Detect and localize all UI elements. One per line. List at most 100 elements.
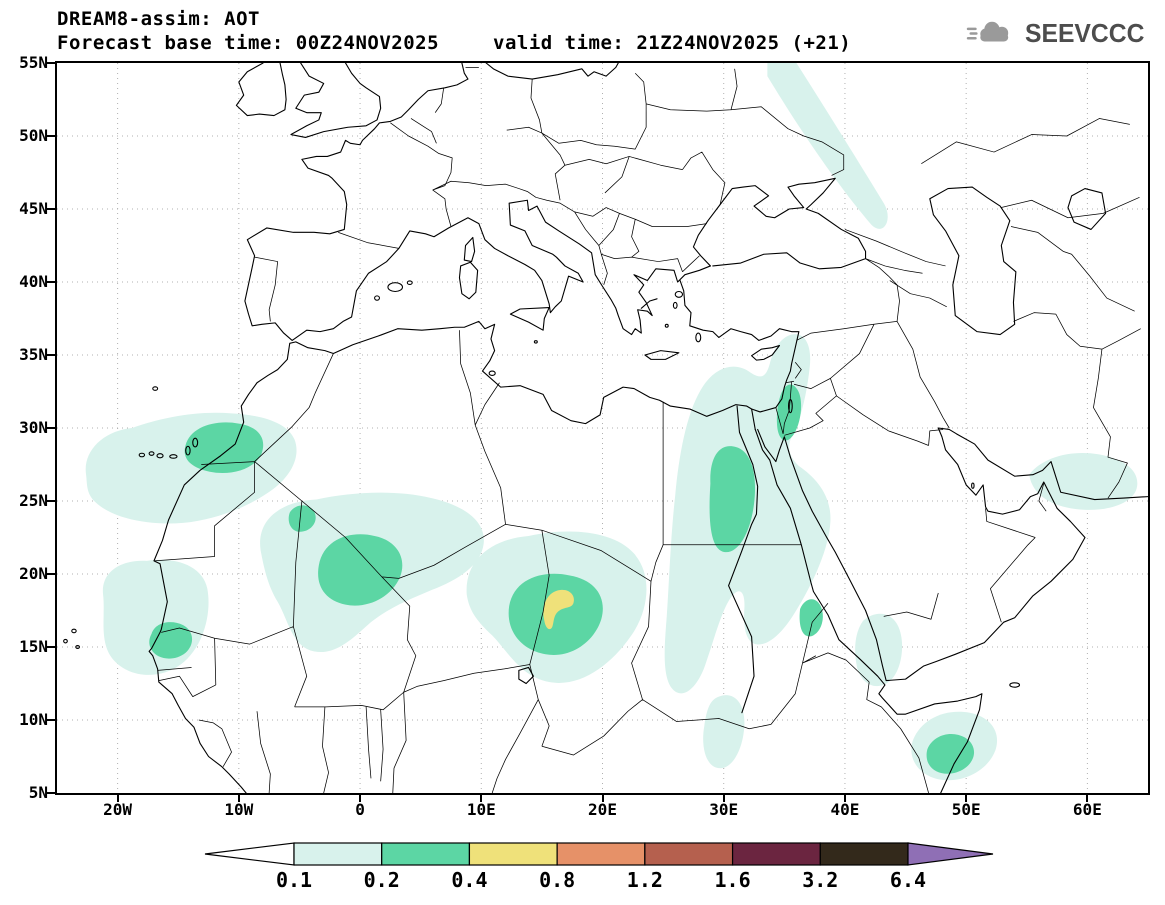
colorbar-label: 1.6 bbox=[714, 868, 751, 892]
lat-tick bbox=[46, 573, 55, 575]
colorbar-cell bbox=[731, 842, 821, 866]
country-borders bbox=[154, 67, 1141, 793]
colorbar-cell bbox=[644, 842, 734, 866]
lat-tick bbox=[46, 500, 55, 502]
lon-tick bbox=[1086, 795, 1089, 802]
lon-label: 50E bbox=[951, 800, 981, 819]
island-canary-3 bbox=[157, 454, 163, 458]
lon-tick bbox=[722, 795, 725, 802]
coast-baltic bbox=[486, 63, 618, 79]
title-block: DREAM8-assim: AOT Forecast base time: 00… bbox=[57, 8, 851, 54]
lat-label: 30N bbox=[19, 418, 48, 437]
lon-tick bbox=[965, 795, 968, 802]
plot-title: DREAM8-assim: AOT bbox=[57, 8, 260, 30]
coast-red-sea-west bbox=[755, 429, 982, 793]
lat-tick bbox=[46, 427, 55, 429]
island-capeverde-1 bbox=[72, 629, 76, 633]
island-sardinia bbox=[459, 262, 477, 299]
coastlines bbox=[64, 63, 1148, 793]
lon-tick bbox=[843, 795, 846, 802]
coast-ireland bbox=[236, 63, 286, 116]
island-canary-4 bbox=[170, 455, 177, 459]
island-lesbos bbox=[675, 291, 682, 297]
island-chios bbox=[673, 302, 677, 308]
valid-time-label: valid time: 21Z24NOV2025 (+21) bbox=[493, 32, 852, 54]
coast-black-sea bbox=[693, 178, 865, 269]
lat-tick bbox=[46, 135, 55, 137]
colorbar-cell bbox=[293, 842, 383, 866]
cloud-icon bbox=[967, 21, 1009, 42]
lat-label: 40N bbox=[19, 272, 48, 291]
lat-label: 10N bbox=[19, 710, 48, 729]
island-socotra bbox=[1010, 683, 1020, 687]
island-menorca bbox=[407, 281, 412, 285]
colorbar-label: 6.4 bbox=[889, 868, 927, 892]
island-sicily bbox=[510, 308, 549, 331]
coast-iran bbox=[949, 429, 1148, 499]
suez-canal bbox=[752, 409, 756, 429]
colorbar-cell bbox=[468, 842, 558, 866]
lat-tick bbox=[46, 208, 55, 210]
colorbar-label: 1.2 bbox=[626, 868, 663, 892]
nile-river bbox=[729, 406, 758, 713]
island-capeverde-2 bbox=[64, 639, 68, 643]
island-rhodes bbox=[696, 333, 701, 342]
colorbar-cell bbox=[819, 842, 909, 866]
lon-tick bbox=[480, 795, 483, 802]
lon-tick bbox=[601, 795, 604, 802]
colorbar-overflow-arrow bbox=[907, 842, 994, 866]
island-madeira bbox=[153, 387, 158, 391]
base-time-label: Forecast base time: 00Z24NOV2025 bbox=[57, 32, 440, 54]
island-cyprus bbox=[752, 346, 780, 361]
lon-label: 60E bbox=[1072, 800, 1102, 819]
island-canary-1 bbox=[139, 453, 144, 457]
coast-europe bbox=[245, 63, 710, 340]
lon-label: 20E bbox=[588, 800, 617, 819]
island-canary-2 bbox=[149, 452, 154, 456]
lat-label: 20N bbox=[19, 564, 48, 583]
coast-aral bbox=[1068, 189, 1106, 230]
lat-tick bbox=[46, 354, 55, 356]
lon-label: 40E bbox=[830, 800, 860, 819]
aot-shading-0.4-0.8 bbox=[543, 589, 574, 630]
island-naxos bbox=[665, 324, 668, 327]
lon-label: 10W bbox=[224, 800, 254, 819]
island-bahrain bbox=[972, 483, 974, 488]
coast-britain bbox=[291, 63, 381, 137]
lake-chad bbox=[519, 667, 534, 683]
island-crete bbox=[645, 351, 679, 360]
island-canary-6 bbox=[193, 438, 198, 447]
aot-map bbox=[57, 63, 1148, 793]
lon-label: 20W bbox=[103, 800, 133, 819]
island-ibiza bbox=[375, 296, 380, 300]
lat-label: 15N bbox=[19, 637, 48, 656]
island-malta bbox=[534, 341, 537, 343]
lat-label: 55N bbox=[19, 53, 48, 72]
logo-text: SEEVCCC bbox=[1025, 17, 1145, 48]
lon-label: 30E bbox=[709, 800, 739, 819]
lat-label: 50N bbox=[19, 126, 48, 145]
plot-subtitle: Forecast base time: 00Z24NOV2025 valid ti… bbox=[57, 32, 851, 54]
island-canary-5 bbox=[186, 446, 190, 455]
lat-label: 5N bbox=[28, 783, 48, 802]
lon-tick bbox=[116, 795, 119, 802]
colorbar-label: 0.8 bbox=[539, 868, 576, 892]
colorbar-label: 3.2 bbox=[802, 868, 839, 892]
lat-tick bbox=[46, 281, 55, 283]
lon-label: 0 bbox=[355, 800, 365, 819]
island-mallorca bbox=[388, 283, 403, 292]
island-corsica bbox=[464, 237, 474, 261]
colorbar-cell bbox=[381, 842, 471, 866]
seevccc-logo: SEEVCCC bbox=[965, 16, 1151, 50]
lat-tick bbox=[46, 646, 55, 648]
island-euboea bbox=[641, 299, 657, 308]
lon-tick bbox=[237, 795, 240, 802]
lat-label: 45N bbox=[19, 199, 48, 218]
colorbar-label: 0.2 bbox=[363, 868, 400, 892]
lat-tick bbox=[46, 792, 55, 794]
lat-tick bbox=[46, 719, 55, 721]
lat-label: 25N bbox=[19, 491, 48, 510]
coast-mediterranean-africa bbox=[149, 281, 799, 793]
island-capeverde-3 bbox=[76, 646, 80, 649]
